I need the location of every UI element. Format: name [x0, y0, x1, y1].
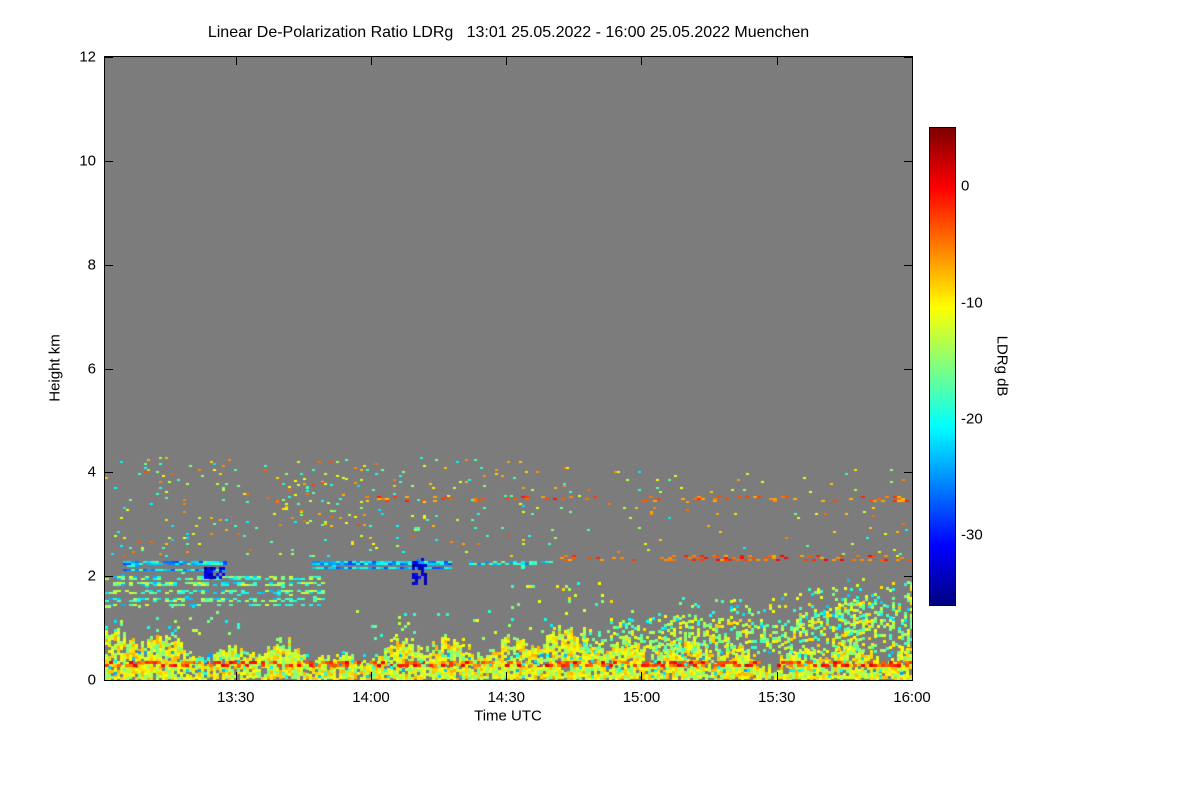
y-tick-mark [105, 57, 113, 58]
y-tick-mark-right [904, 680, 912, 681]
chart-title: Linear De-Polarization Ratio LDRg 13:01 … [207, 24, 810, 41]
colorbar-label: LDRg dB [993, 335, 1011, 397]
colorbar-tick-label: -20 [961, 410, 983, 428]
y-tick-mark [105, 160, 113, 162]
heatmap-canvas [105, 57, 912, 680]
x-axis-label: Time UTC [474, 707, 542, 725]
y-tick-label: 0 [87, 671, 96, 689]
x-tick-mark-top [506, 57, 508, 65]
x-tick-mark-top [235, 57, 237, 65]
colorbar [929, 127, 956, 606]
y-tick-label: 10 [79, 152, 96, 170]
x-tick-mark-top [641, 57, 643, 65]
y-tick-mark-right [904, 472, 912, 474]
x-tick-mark [235, 672, 237, 680]
x-tick-mark [506, 672, 508, 680]
colorbar-tick-label: -10 [961, 294, 983, 311]
y-tick-mark [105, 472, 113, 474]
x-tick-label: 14:30 [487, 689, 526, 706]
y-tick-mark [105, 680, 113, 681]
y-tick-mark-right [904, 576, 912, 578]
y-tick-mark [105, 264, 113, 266]
x-tick-mark [641, 672, 643, 680]
x-tick-mark-top [912, 57, 913, 65]
x-tick-mark [370, 672, 372, 680]
x-tick-mark [776, 672, 778, 680]
x-tick-mark-top [776, 57, 778, 65]
x-tick-label: 14:00 [352, 689, 390, 706]
x-tick-mark-top [370, 57, 372, 65]
y-tick-label: 6 [87, 360, 96, 377]
x-tick-label: 13:30 [216, 689, 255, 706]
y-tick-mark-right [904, 160, 912, 162]
y-tick-label: 8 [87, 256, 96, 274]
y-tick-mark-right [904, 368, 912, 370]
y-tick-mark-right [904, 264, 912, 266]
y-tick-label: 4 [87, 463, 96, 481]
y-tick-label: 2 [87, 567, 96, 585]
y-tick-mark [105, 576, 113, 578]
colorbar-tick-label: -30 [961, 526, 983, 544]
x-tick-mark [912, 672, 913, 680]
plot-area [104, 56, 913, 681]
x-tick-label: 15:00 [622, 689, 661, 706]
y-tick-label: 12 [79, 48, 96, 66]
colorbar-canvas [930, 128, 955, 605]
x-tick-label: 16:00 [893, 689, 931, 706]
colorbar-tick-label: 0 [961, 177, 970, 195]
y-tick-mark-right [904, 57, 912, 58]
y-axis-label: Height km [46, 334, 64, 402]
y-tick-mark [105, 368, 113, 370]
x-tick-label: 15:30 [757, 689, 796, 706]
